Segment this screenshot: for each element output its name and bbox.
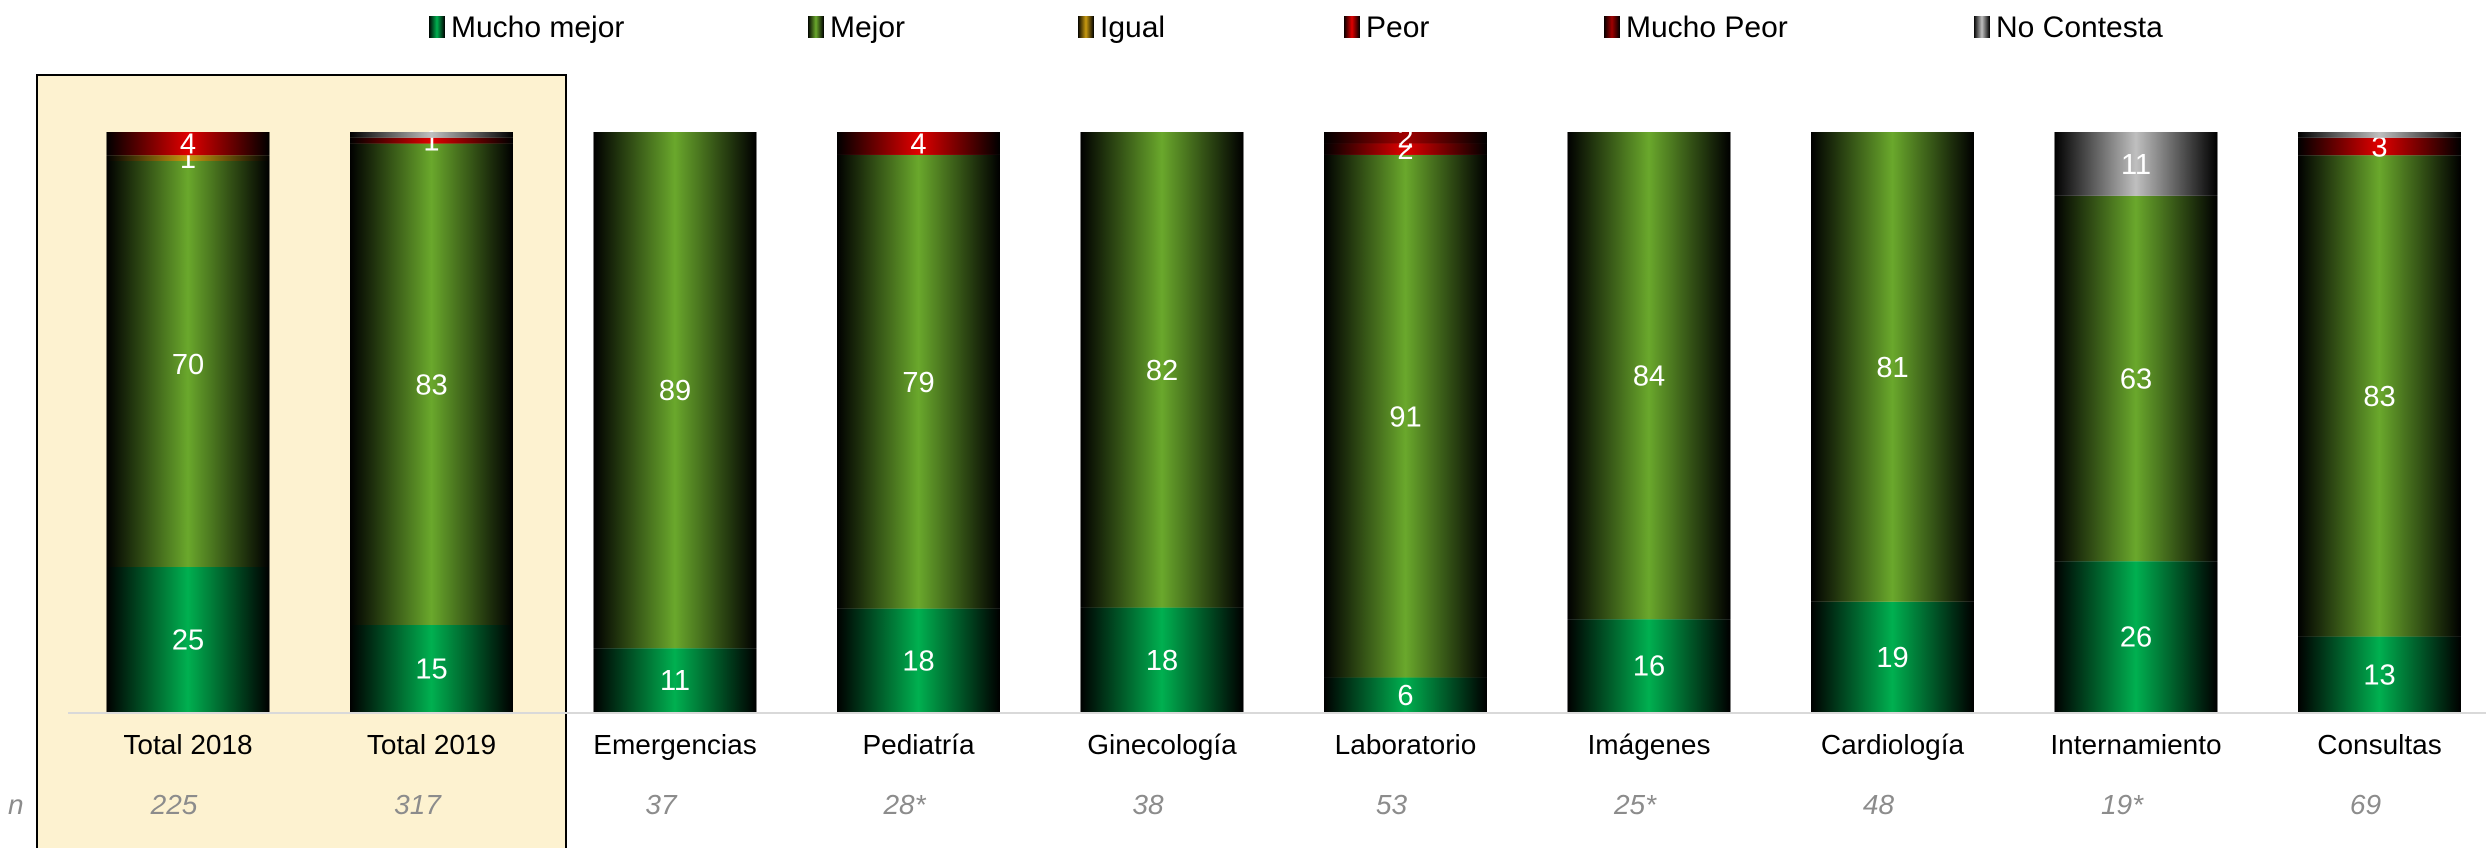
data-label-laboratorio-mejor: 91 <box>1389 401 1421 433</box>
bar-total-2019-no-contesta <box>350 132 513 138</box>
bar-pediatria-mejor <box>837 154 1000 609</box>
n-value-consultas: 69 <box>2350 789 2381 820</box>
legend-swatch-no-contesta <box>1974 16 1990 38</box>
n-value-internamiento: 19* <box>2101 789 2144 820</box>
x-tick-label-imagenes: Imágenes <box>1588 729 1711 760</box>
data-label-emergencias-mucho-mejor: 11 <box>660 665 690 697</box>
n-value-ginecologia: 38 <box>1132 789 1164 820</box>
data-label-laboratorio-mucho-peor: 2 <box>1397 123 1413 155</box>
bar-consultas-peor <box>2298 137 2461 156</box>
bar-ginecologia-mucho-mejor <box>1080 607 1244 712</box>
data-label-imagenes-mejor: 84 <box>1633 361 1665 393</box>
bar-total-2018-igual <box>106 155 270 161</box>
bar-cardiologia-mejor <box>1811 132 1974 602</box>
bar-consultas-mucho-mejor <box>2298 636 2461 712</box>
bar-imagenes-mucho-mejor <box>1567 619 1731 712</box>
bar-pediatria-mucho-mejor <box>837 608 1000 712</box>
data-label-imagenes-mucho-mejor: 16 <box>1633 651 1665 683</box>
data-label-internamiento-mejor: 63 <box>2120 364 2152 396</box>
data-label-internamiento-mucho-mejor: 26 <box>2120 622 2152 654</box>
data-label-pediatria-mejor: 79 <box>902 367 934 399</box>
x-axis-labels: Total 2018 Total 2019 Emergencias Pediatría… <box>123 729 2441 760</box>
bar-emergencias-mucho-mejor <box>593 648 757 712</box>
data-label-consultas-mejor: 83 <box>2363 381 2395 413</box>
data-label-total-2018-mucho-mejor: 25 <box>172 625 204 657</box>
legend-label-igual: Igual <box>1100 11 1165 44</box>
data-label-pediatria-peor: 4 <box>910 128 926 160</box>
n-value-imagenes: 25* <box>1613 789 1657 820</box>
bar-consultas-mejor <box>2298 155 2461 637</box>
legend-label-peor: Peor <box>1366 11 1429 44</box>
legend-swatch-mucho-peor <box>1604 16 1620 38</box>
legend-label-mucho-peor: Mucho Peor <box>1626 11 1788 44</box>
data-label-internamiento-no-contesta: 11 <box>2121 149 2151 181</box>
n-value-cardiologia: 48 <box>1863 789 1895 820</box>
legend-swatch-mejor <box>808 16 824 38</box>
n-prefix: n <box>8 789 24 820</box>
legend-label-no-contesta: No Contesta <box>1996 11 2163 44</box>
data-label-total-2019-mejor: 83 <box>415 369 447 401</box>
data-label-ginecologia-mucho-mejor: 18 <box>1146 645 1178 677</box>
legend-label-mucho-mejor: Mucho mejor <box>451 11 624 44</box>
data-label-consultas-peor: 3 <box>2371 132 2387 164</box>
bar-emergencias-mejor <box>593 132 757 649</box>
bar-laboratorio-peor <box>1324 143 1487 155</box>
x-tick-label-laboratorio: Laboratorio <box>1335 729 1477 760</box>
bar-imagenes-mejor <box>1567 132 1731 620</box>
n-value-total-2019: 317 <box>394 789 442 820</box>
bar-internamiento-mucho-mejor <box>2054 561 2218 712</box>
bar-total-2018-mucho-mejor <box>106 567 270 712</box>
x-tick-label-total-2019: Total 2019 <box>367 729 496 760</box>
bar-cardiologia-mucho-mejor <box>1811 601 1974 712</box>
x-tick-label-internamiento: Internamiento <box>2050 729 2221 760</box>
data-label-total-2019-peor: 1 <box>423 126 439 158</box>
bar-ginecologia-mejor <box>1080 132 1244 608</box>
data-label-total-2018-peor: 4 <box>180 129 196 161</box>
bar-total-2018-peor <box>106 132 270 156</box>
data-label-total-2018-mejor: 70 <box>172 349 204 381</box>
bar-internamiento-mejor <box>2054 195 2218 562</box>
bar-total-2019-mejor <box>350 143 513 625</box>
data-label-total-2019-mucho-mejor: 15 <box>415 654 447 686</box>
n-labels: 225 317 37 28* 38 53 25* 48 19* 69 <box>150 789 2381 820</box>
data-label-cardiologia-mejor: 81 <box>1876 352 1908 384</box>
x-tick-label-emergencias: Emergencias <box>593 729 756 760</box>
bars: 2570141583111891879418826912216841981266… <box>106 123 2461 712</box>
data-label-laboratorio-mucho-mejor: 6 <box>1397 680 1413 712</box>
data-label-consultas-mucho-mejor: 13 <box>2363 659 2395 691</box>
legend-swatch-mucho-mejor <box>429 16 445 38</box>
bar-total-2018-mejor <box>106 161 270 567</box>
x-tick-label-cardiologia: Cardiología <box>1821 729 1965 760</box>
bar-laboratorio-mejor <box>1324 154 1487 678</box>
legend-swatch-igual <box>1078 16 1094 38</box>
x-tick-label-total-2018: Total 2018 <box>123 729 252 760</box>
bar-total-2019-mucho-mejor <box>350 625 513 712</box>
legend: Mucho mejor Mejor Igual Peor Mucho Peor No Co… <box>429 11 2163 44</box>
n-value-total-2018: 225 <box>150 789 198 820</box>
n-value-emergencias: 37 <box>645 789 678 820</box>
bar-pediatria-peor <box>837 132 1000 155</box>
bar-consultas-no-contesta <box>2298 132 2461 138</box>
legend-swatch-peor <box>1344 16 1360 38</box>
x-tick-label-consultas: Consultas <box>2317 729 2442 760</box>
data-label-emergencias-mejor: 89 <box>659 375 691 407</box>
bar-internamiento-no-contesta <box>2054 132 2218 196</box>
data-label-cardiologia-mucho-mejor: 19 <box>1876 642 1908 674</box>
x-tick-label-ginecologia: Ginecología <box>1087 729 1237 760</box>
n-value-laboratorio: 53 <box>1376 789 1408 820</box>
legend-label-mejor: Mejor <box>830 11 905 44</box>
data-label-pediatria-mucho-mejor: 18 <box>902 645 934 677</box>
bar-laboratorio-mucho-peor <box>1324 132 1487 144</box>
x-tick-label-pediatria: Pediatría <box>862 729 974 760</box>
n-value-pediatria: 28* <box>882 789 926 820</box>
bar-laboratorio-mucho-mejor <box>1324 677 1487 712</box>
data-label-ginecologia-mejor: 82 <box>1146 355 1178 387</box>
bar-total-2019-peor <box>350 137 513 144</box>
